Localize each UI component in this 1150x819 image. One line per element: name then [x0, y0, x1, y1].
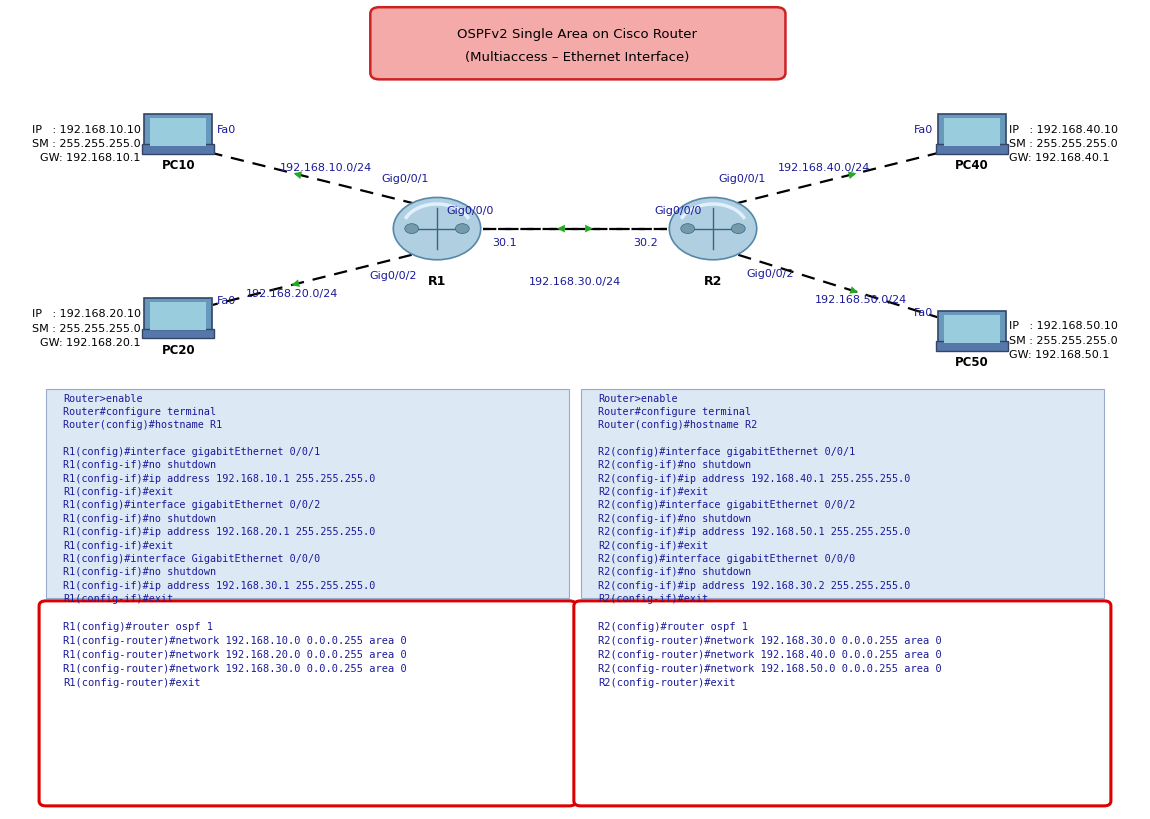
- Circle shape: [681, 224, 695, 234]
- Text: 192.168.10.0/24: 192.168.10.0/24: [279, 163, 373, 173]
- Circle shape: [393, 198, 481, 260]
- Text: 192.168.30.0/24: 192.168.30.0/24: [529, 277, 621, 287]
- Text: Fa0: Fa0: [217, 124, 237, 134]
- Text: OSPFv2 Single Area on Cisco Router: OSPFv2 Single Area on Cisco Router: [458, 28, 697, 41]
- FancyBboxPatch shape: [145, 115, 212, 151]
- FancyBboxPatch shape: [145, 299, 212, 335]
- Text: IP   : 192.168.10.10
SM : 255.255.255.0
GW: 192.168.10.1: IP : 192.168.10.10 SM : 255.255.255.0 GW…: [32, 124, 140, 163]
- Text: 192.168.50.0/24: 192.168.50.0/24: [814, 295, 907, 305]
- Text: Gig0/0/1: Gig0/0/1: [718, 174, 766, 184]
- FancyBboxPatch shape: [581, 389, 1104, 598]
- Text: PC10: PC10: [161, 159, 196, 172]
- Text: Fa0: Fa0: [913, 124, 933, 134]
- Circle shape: [405, 224, 419, 234]
- FancyBboxPatch shape: [944, 119, 1000, 147]
- Text: Fa0: Fa0: [913, 308, 933, 318]
- FancyBboxPatch shape: [370, 8, 785, 80]
- Text: Router>enable
Router#configure terminal
Router(config)#hostname R1

R1(config)#i: Router>enable Router#configure terminal …: [63, 393, 376, 604]
- Text: PC50: PC50: [954, 355, 989, 369]
- Text: Fa0: Fa0: [217, 296, 237, 305]
- FancyBboxPatch shape: [39, 601, 576, 806]
- Text: Router>enable
Router#configure terminal
Router(config)#hostname R2

R2(config)#i: Router>enable Router#configure terminal …: [598, 393, 911, 604]
- FancyBboxPatch shape: [574, 601, 1111, 806]
- Text: 30.1: 30.1: [492, 238, 516, 247]
- Text: Gig0/0/0: Gig0/0/0: [446, 206, 493, 216]
- Text: PC20: PC20: [161, 343, 196, 356]
- Circle shape: [455, 224, 469, 234]
- Text: IP   : 192.168.50.10
SM : 255.255.255.0
GW: 192.168.50.1: IP : 192.168.50.10 SM : 255.255.255.0 GW…: [1010, 321, 1118, 360]
- Text: R1(config)#router ospf 1
R1(config-router)#network 192.168.10.0 0.0.0.255 area 0: R1(config)#router ospf 1 R1(config-route…: [63, 621, 407, 686]
- FancyBboxPatch shape: [938, 115, 1005, 151]
- Circle shape: [669, 198, 757, 260]
- FancyBboxPatch shape: [151, 119, 207, 147]
- Text: 192.168.40.0/24: 192.168.40.0/24: [777, 163, 871, 173]
- FancyBboxPatch shape: [944, 315, 1000, 343]
- Text: R2(config)#router ospf 1
R2(config-router)#network 192.168.30.0 0.0.0.255 area 0: R2(config)#router ospf 1 R2(config-route…: [598, 621, 942, 686]
- Text: R2: R2: [704, 274, 722, 287]
- Text: R1: R1: [428, 274, 446, 287]
- FancyBboxPatch shape: [46, 389, 569, 598]
- Text: Gig0/0/2: Gig0/0/2: [369, 270, 417, 280]
- Text: Gig0/0/2: Gig0/0/2: [746, 269, 795, 278]
- Text: 192.168.20.0/24: 192.168.20.0/24: [245, 288, 338, 299]
- FancyBboxPatch shape: [936, 342, 1007, 351]
- FancyBboxPatch shape: [143, 329, 214, 339]
- Circle shape: [731, 224, 745, 234]
- Text: Gig0/0/1: Gig0/0/1: [381, 174, 429, 184]
- Text: (Multiaccess – Ethernet Interface): (Multiaccess – Ethernet Interface): [465, 51, 690, 64]
- Text: Gig0/0/0: Gig0/0/0: [654, 206, 702, 216]
- Text: IP   : 192.168.20.10
SM : 255.255.255.0
GW: 192.168.20.1: IP : 192.168.20.10 SM : 255.255.255.0 GW…: [32, 309, 140, 347]
- FancyBboxPatch shape: [151, 303, 207, 331]
- FancyBboxPatch shape: [938, 311, 1005, 347]
- FancyBboxPatch shape: [936, 145, 1007, 155]
- Text: IP   : 192.168.40.10
SM : 255.255.255.0
GW: 192.168.40.1: IP : 192.168.40.10 SM : 255.255.255.0 GW…: [1010, 124, 1118, 163]
- Text: PC40: PC40: [954, 159, 989, 172]
- FancyBboxPatch shape: [143, 145, 214, 155]
- Text: 30.2: 30.2: [632, 238, 658, 247]
